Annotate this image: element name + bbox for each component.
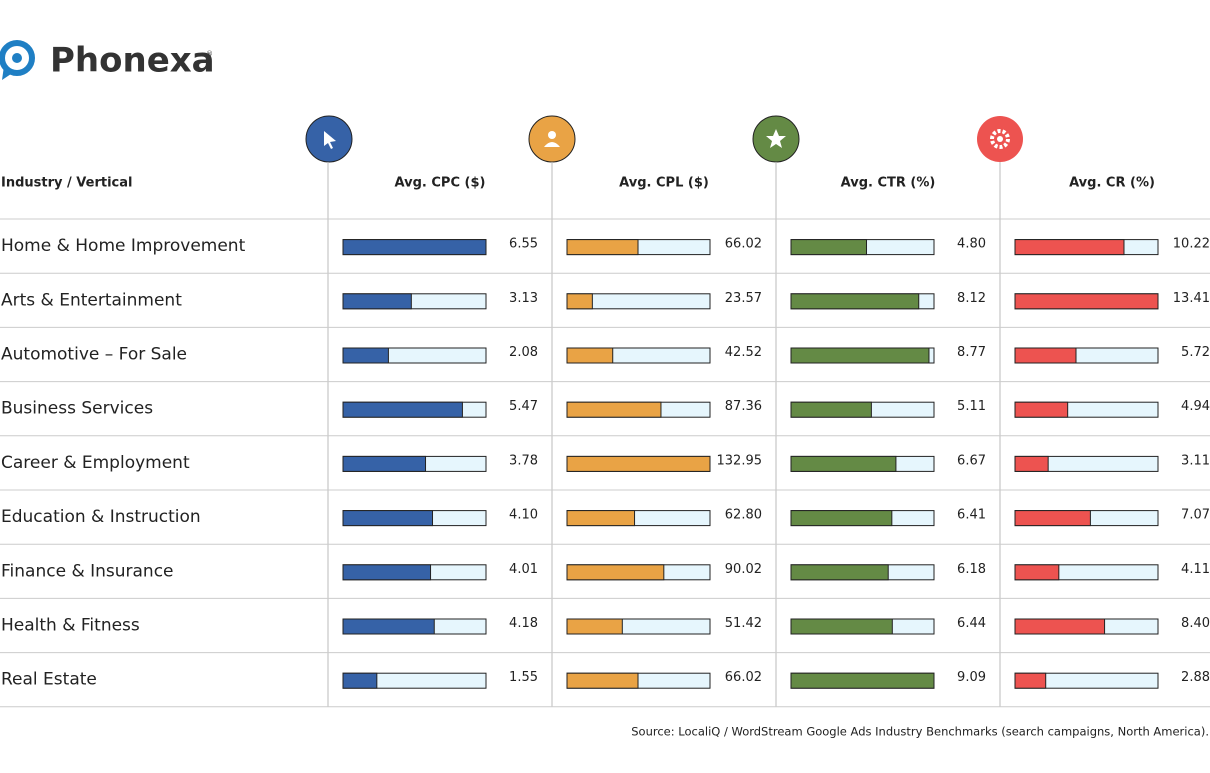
value-label: 66.02 bbox=[725, 670, 762, 685]
bar bbox=[790, 564, 889, 581]
row-label: Finance & Insurance bbox=[1, 561, 174, 581]
value-label: 90.02 bbox=[725, 562, 762, 577]
bar bbox=[342, 618, 435, 635]
value-label: 132.95 bbox=[717, 453, 763, 468]
row-label: Automotive – For Sale bbox=[1, 345, 187, 365]
bar bbox=[1014, 564, 1060, 581]
value-label: 6.41 bbox=[957, 508, 986, 523]
bar bbox=[342, 564, 432, 581]
value-label: 8.40 bbox=[1181, 616, 1210, 631]
header-label: Industry / Vertical bbox=[1, 176, 132, 191]
bar bbox=[566, 293, 593, 310]
value-label: 6.67 bbox=[957, 453, 986, 468]
value-label: 4.11 bbox=[1181, 562, 1210, 577]
bar bbox=[790, 239, 868, 256]
value-label: 3.11 bbox=[1181, 453, 1210, 468]
bar bbox=[790, 347, 930, 364]
bar bbox=[790, 510, 893, 527]
value-label: 10.22 bbox=[1173, 237, 1210, 252]
value-label: 4.80 bbox=[957, 237, 986, 252]
bar bbox=[566, 564, 665, 581]
logo-icon bbox=[0, 40, 35, 80]
column-header: Avg. CPL ($) bbox=[619, 176, 709, 191]
value-label: 4.94 bbox=[1181, 399, 1210, 414]
value-label: 62.80 bbox=[725, 508, 762, 523]
bar bbox=[342, 239, 487, 256]
value-label: 9.09 bbox=[957, 670, 986, 685]
bar bbox=[1014, 347, 1077, 364]
value-label: 8.77 bbox=[957, 345, 986, 360]
bar bbox=[566, 618, 623, 635]
value-label: 6.55 bbox=[509, 237, 538, 252]
value-label: 42.52 bbox=[725, 345, 762, 360]
row-label: Business Services bbox=[1, 399, 153, 419]
value-label: 23.57 bbox=[725, 291, 762, 306]
bar bbox=[790, 401, 872, 418]
bar bbox=[1014, 510, 1091, 527]
bar bbox=[1014, 239, 1125, 256]
bar bbox=[342, 401, 463, 418]
bar bbox=[342, 510, 434, 527]
bar bbox=[1014, 455, 1049, 472]
bar bbox=[342, 293, 412, 310]
bar bbox=[566, 239, 639, 256]
bar bbox=[566, 347, 614, 364]
value-label: 5.72 bbox=[1181, 345, 1210, 360]
source-note: Source: LocaliQ / WordStream Google Ads … bbox=[631, 725, 1209, 739]
column-header: Avg. CR (%) bbox=[1069, 176, 1155, 191]
row-label: Career & Employment bbox=[1, 453, 190, 473]
bar bbox=[566, 672, 639, 689]
value-label: 4.18 bbox=[509, 616, 538, 631]
bar bbox=[566, 455, 711, 472]
column-header: Avg. CPC ($) bbox=[395, 176, 486, 191]
registered-mark: ® bbox=[206, 50, 213, 58]
bar bbox=[342, 455, 427, 472]
bar bbox=[342, 347, 389, 364]
value-label: 1.55 bbox=[509, 670, 538, 685]
value-label: 6.44 bbox=[957, 616, 986, 631]
value-label: 13.41 bbox=[1173, 291, 1210, 306]
bar bbox=[790, 672, 935, 689]
bar bbox=[1014, 293, 1159, 310]
value-label: 3.13 bbox=[509, 291, 538, 306]
value-label: 5.47 bbox=[509, 399, 538, 414]
value-label: 87.36 bbox=[725, 399, 762, 414]
bar bbox=[566, 401, 662, 418]
bar bbox=[566, 510, 636, 527]
value-label: 6.18 bbox=[957, 562, 986, 577]
value-label: 4.10 bbox=[509, 508, 538, 523]
value-label: 7.07 bbox=[1181, 508, 1210, 523]
bar bbox=[790, 293, 920, 310]
row-label: Real Estate bbox=[1, 670, 97, 690]
value-label: 5.11 bbox=[957, 399, 986, 414]
value-label: 2.08 bbox=[509, 345, 538, 360]
logo-text: Phonexa bbox=[50, 41, 215, 81]
value-label: 3.78 bbox=[509, 453, 538, 468]
value-label: 2.88 bbox=[1181, 670, 1210, 685]
value-label: 4.01 bbox=[509, 562, 538, 577]
row-label: Home & Home Improvement bbox=[1, 236, 246, 256]
bar bbox=[1014, 618, 1106, 635]
row-label: Arts & Entertainment bbox=[1, 290, 182, 310]
bar bbox=[1014, 672, 1047, 689]
value-label: 8.12 bbox=[957, 291, 986, 306]
column-header: Avg. CTR (%) bbox=[841, 176, 936, 191]
row-label: Health & Fitness bbox=[1, 616, 140, 636]
bar bbox=[342, 672, 378, 689]
row-label: Education & Instruction bbox=[1, 507, 201, 527]
column-icons bbox=[305, 115, 1023, 163]
bar bbox=[790, 618, 893, 635]
bar bbox=[1014, 401, 1069, 418]
value-label: 66.02 bbox=[725, 237, 762, 252]
bar bbox=[790, 455, 897, 472]
value-label: 51.42 bbox=[725, 616, 762, 631]
